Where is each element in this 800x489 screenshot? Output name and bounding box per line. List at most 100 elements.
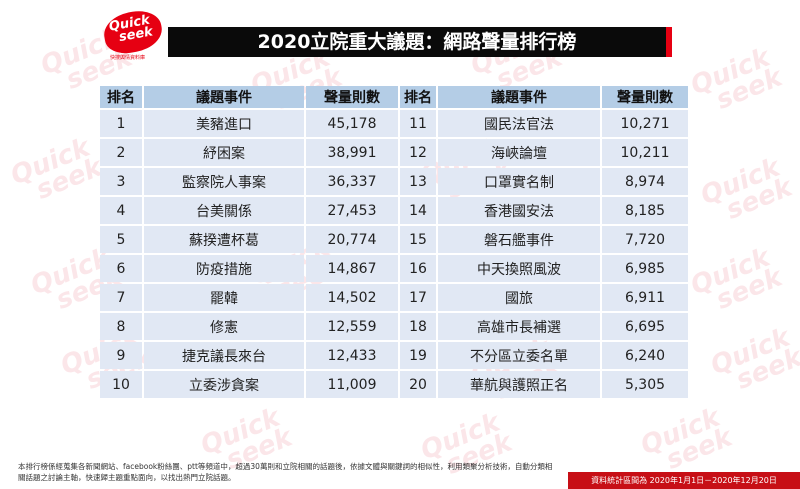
topic-cell: 國旅 [438, 284, 600, 311]
topic-cell: 海峽論壇 [438, 139, 600, 166]
rank-cell: 13 [400, 168, 436, 195]
count-cell: 36,337 [306, 168, 398, 195]
count-cell: 12,433 [306, 342, 398, 369]
header-topic: 議題事件 [438, 86, 600, 108]
table-row: 8 修憲 12,559 18 高雄市長補選 6,695 [100, 313, 688, 340]
table-row: 1 美豬進口 45,178 11 國民法官法 10,271 [100, 110, 688, 137]
watermark-line1: Quick [196, 402, 285, 462]
topic-cell: 國民法官法 [438, 110, 600, 137]
watermark-line1: Quick [686, 242, 775, 302]
count-cell: 8,185 [602, 197, 688, 224]
topic-cell: 磐石艦事件 [438, 226, 600, 253]
rank-cell: 1 [100, 110, 142, 137]
rank-cell: 7 [100, 284, 142, 311]
rank-cell: 4 [100, 197, 142, 224]
footnote: 本排行榜係經蒐集各新聞網站、facebook粉絲團、ptt等頻道中，超過30萬則… [18, 462, 553, 482]
count-cell: 27,453 [306, 197, 398, 224]
rank-cell: 12 [400, 139, 436, 166]
count-cell: 6,695 [602, 313, 688, 340]
header-count: 聲量則數 [602, 86, 688, 108]
count-cell: 38,991 [306, 139, 398, 166]
count-cell: 8,974 [602, 168, 688, 195]
table-row: 10 立委涉貪案 11,009 20 華航與護照正名 5,305 [100, 371, 688, 398]
topic-cell: 中天換照風波 [438, 255, 600, 282]
data-period-badge: 資料統計區間為 2020年1月1日－2020年12月20日 [568, 472, 800, 489]
table-row: 5 蘇揆遭杯葛 20,774 15 磐石艦事件 7,720 [100, 226, 688, 253]
count-cell: 45,178 [306, 110, 398, 137]
watermark-line2: seek [712, 262, 787, 317]
watermark-line2: seek [722, 172, 797, 227]
count-cell: 10,211 [602, 139, 688, 166]
header-rank: 排名 [100, 86, 142, 108]
watermark-line1: Quick [696, 152, 785, 212]
count-cell: 14,867 [306, 255, 398, 282]
count-cell: 6,240 [602, 342, 688, 369]
watermark-line2: seek [32, 152, 107, 207]
count-cell: 11,009 [306, 371, 398, 398]
logo-subtitle: 快搜輿情資料庫 [110, 55, 146, 61]
watermark-line1: Quick [416, 407, 505, 467]
topic-cell: 立委涉貪案 [144, 371, 304, 398]
topic-cell: 高雄市長補選 [438, 313, 600, 340]
topic-cell: 不分區立委名單 [438, 342, 600, 369]
rank-cell: 15 [400, 226, 436, 253]
topic-cell: 修憲 [144, 313, 304, 340]
count-cell: 12,559 [306, 313, 398, 340]
rank-cell: 20 [400, 371, 436, 398]
rank-cell: 10 [100, 371, 142, 398]
rank-cell: 19 [400, 342, 436, 369]
rank-cell: 6 [100, 255, 142, 282]
count-cell: 7,720 [602, 226, 688, 253]
rank-cell: 18 [400, 313, 436, 340]
count-cell: 5,305 [602, 371, 688, 398]
topic-cell: 香港國安法 [438, 197, 600, 224]
rank-cell: 14 [400, 197, 436, 224]
topic-cell: 蘇揆遭杯葛 [144, 226, 304, 253]
rank-cell: 17 [400, 284, 436, 311]
topic-cell: 捷克議長來台 [144, 342, 304, 369]
topic-cell: 紓困案 [144, 139, 304, 166]
watermark-line1: Quick [706, 322, 795, 382]
table-row: 3 監察院人事案 36,337 13 口罩實名制 8,974 [100, 168, 688, 195]
rank-cell: 5 [100, 226, 142, 253]
header-rank: 排名 [400, 86, 436, 108]
topic-cell: 罷韓 [144, 284, 304, 311]
header-count: 聲量則數 [306, 86, 398, 108]
watermark-line1: Quick [636, 402, 725, 462]
topic-cell: 防疫措施 [144, 255, 304, 282]
rank-cell: 3 [100, 168, 142, 195]
watermark-line2: seek [712, 62, 787, 117]
ranking-table: 排名 議題事件 聲量則數 排名 議題事件 聲量則數 1 美豬進口 45,178 11 國… [98, 84, 690, 400]
rank-cell: 9 [100, 342, 142, 369]
rank-cell: 16 [400, 255, 436, 282]
count-cell: 10,271 [602, 110, 688, 137]
page-title: 2020立院重大議題：網路聲量排行榜 [168, 27, 672, 57]
topic-cell: 華航與護照正名 [438, 371, 600, 398]
rank-cell: 8 [100, 313, 142, 340]
count-cell: 6,985 [602, 255, 688, 282]
topic-cell: 台美關係 [144, 197, 304, 224]
watermark-line2: seek [662, 422, 737, 477]
quickseek-logo: Quick seek 快搜輿情資料庫 [100, 7, 172, 64]
count-cell: 6,911 [602, 284, 688, 311]
table-row: 2 紓困案 38,991 12 海峽論壇 10,211 [100, 139, 688, 166]
table-header-row: 排名 議題事件 聲量則數 排名 議題事件 聲量則數 [100, 86, 688, 108]
topic-cell: 口罩實名制 [438, 168, 600, 195]
watermark-line1: Quick [6, 132, 95, 192]
header-topic: 議題事件 [144, 86, 304, 108]
topic-cell: 美豬進口 [144, 110, 304, 137]
count-cell: 20,774 [306, 226, 398, 253]
table-row: 6 防疫措施 14,867 16 中天換照風波 6,985 [100, 255, 688, 282]
table-row: 7 罷韓 14,502 17 國旅 6,911 [100, 284, 688, 311]
topic-cell: 監察院人事案 [144, 168, 304, 195]
table-row: 9 捷克議長來台 12,433 19 不分區立委名單 6,240 [100, 342, 688, 369]
table-row: 4 台美關係 27,453 14 香港國安法 8,185 [100, 197, 688, 224]
watermark-line2: seek [732, 342, 800, 397]
rank-cell: 11 [400, 110, 436, 137]
